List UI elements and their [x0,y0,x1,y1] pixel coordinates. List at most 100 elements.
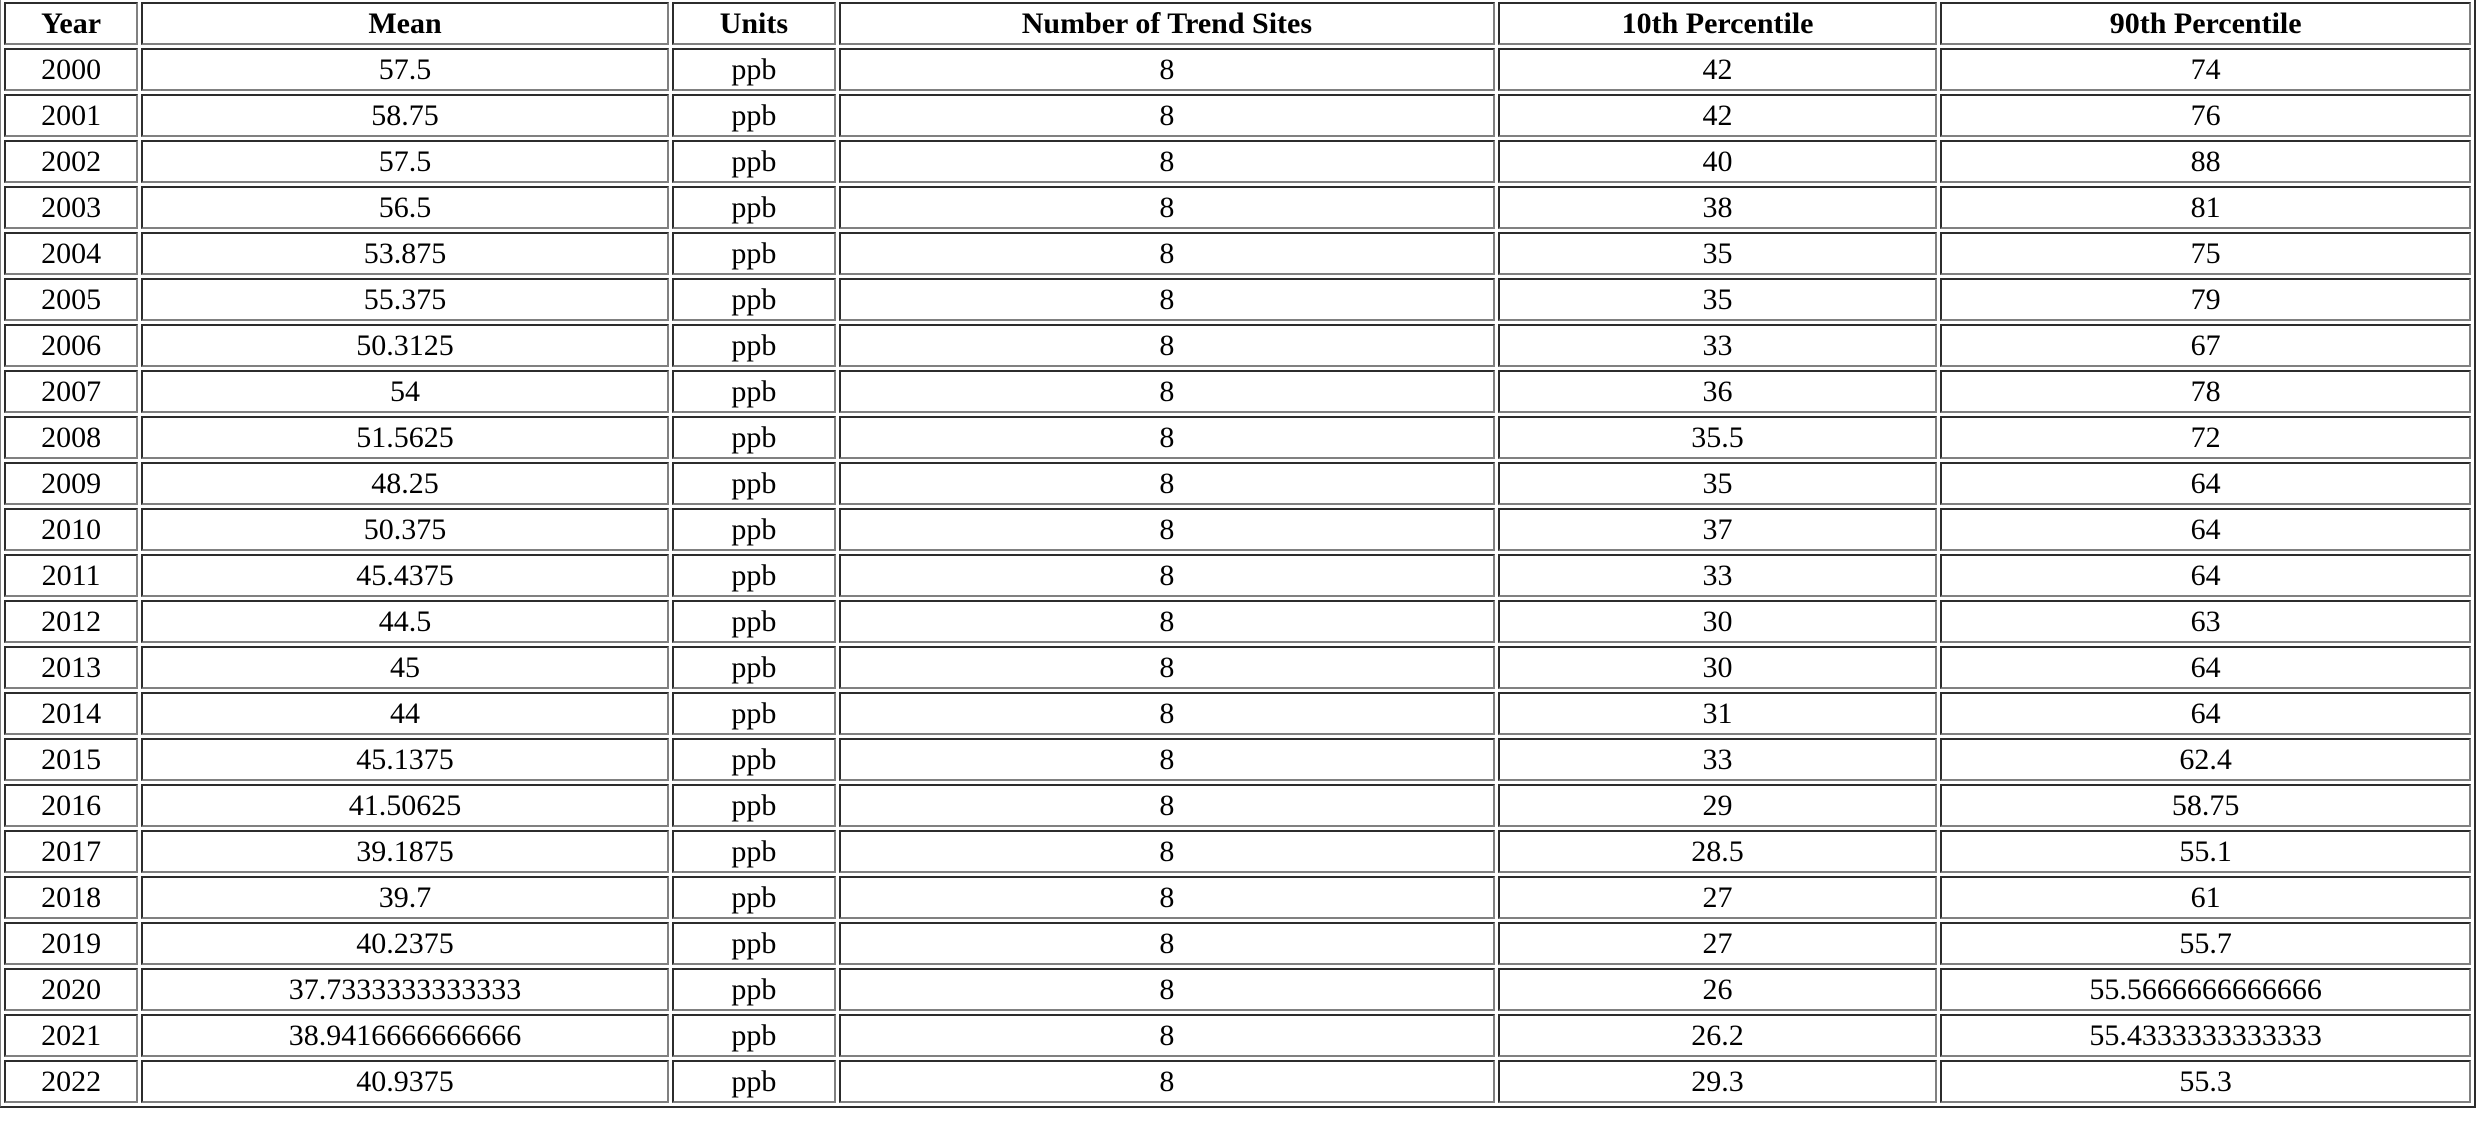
cell-90th-percentile: 63 [1940,600,2471,643]
table-row: 2017 39.1875 ppb 8 28.5 55.1 [4,830,2471,873]
table-row: 2021 38.9416666666666 ppb 8 26.2 55.433333333… [4,1014,2471,1057]
cell-trend-sites: 8 [838,692,1495,735]
table-row: 2011 45.4375 ppb 8 33 64 [4,554,2471,597]
header-number-of-trend-sites: Number of Trend Sites [838,2,1495,45]
cell-units: ppb [671,324,836,367]
cell-trend-sites: 8 [838,416,1495,459]
cell-trend-sites: 8 [838,646,1495,689]
cell-trend-sites: 8 [838,738,1495,781]
cell-year: 2007 [4,370,139,413]
cell-year: 2017 [4,830,139,873]
cell-year: 2012 [4,600,139,643]
cell-90th-percentile: 55.7 [1940,922,2471,965]
cell-year: 2008 [4,416,139,459]
cell-mean: 50.3125 [141,324,669,367]
cell-year: 2006 [4,324,139,367]
header-year: Year [4,2,139,45]
cell-10th-percentile: 35 [1497,462,1938,505]
cell-mean: 57.5 [141,140,669,183]
cell-trend-sites: 8 [838,278,1495,321]
cell-10th-percentile: 30 [1497,646,1938,689]
cell-units: ppb [671,830,836,873]
cell-units: ppb [671,48,836,91]
cell-10th-percentile: 42 [1497,48,1938,91]
cell-10th-percentile: 29.3 [1497,1060,1938,1103]
cell-mean: 41.50625 [141,784,669,827]
cell-year: 2001 [4,94,139,137]
cell-10th-percentile: 26.2 [1497,1014,1938,1057]
cell-mean: 40.2375 [141,922,669,965]
cell-year: 2013 [4,646,139,689]
cell-units: ppb [671,738,836,781]
table-row: 2009 48.25 ppb 8 35 64 [4,462,2471,505]
cell-10th-percentile: 31 [1497,692,1938,735]
cell-90th-percentile: 67 [1940,324,2471,367]
cell-10th-percentile: 35 [1497,278,1938,321]
table-row: 2012 44.5 ppb 8 30 63 [4,600,2471,643]
cell-mean: 37.7333333333333 [141,968,669,1011]
cell-10th-percentile: 28.5 [1497,830,1938,873]
cell-10th-percentile: 36 [1497,370,1938,413]
cell-90th-percentile: 81 [1940,186,2471,229]
table-row: 2019 40.2375 ppb 8 27 55.7 [4,922,2471,965]
cell-10th-percentile: 33 [1497,324,1938,367]
table-row: 2001 58.75 ppb 8 42 76 [4,94,2471,137]
cell-trend-sites: 8 [838,508,1495,551]
cell-trend-sites: 8 [838,370,1495,413]
cell-mean: 58.75 [141,94,669,137]
cell-units: ppb [671,554,836,597]
cell-trend-sites: 8 [838,784,1495,827]
cell-10th-percentile: 27 [1497,922,1938,965]
table-row: 2002 57.5 ppb 8 40 88 [4,140,2471,183]
cell-units: ppb [671,94,836,137]
cell-year: 2020 [4,968,139,1011]
cell-mean: 38.9416666666666 [141,1014,669,1057]
cell-trend-sites: 8 [838,922,1495,965]
table-row: 2000 57.5 ppb 8 42 74 [4,48,2471,91]
cell-90th-percentile: 55.3 [1940,1060,2471,1103]
cell-mean: 56.5 [141,186,669,229]
cell-units: ppb [671,1014,836,1057]
cell-trend-sites: 8 [838,94,1495,137]
cell-year: 2009 [4,462,139,505]
cell-units: ppb [671,922,836,965]
cell-mean: 53.875 [141,232,669,275]
cell-units: ppb [671,462,836,505]
cell-year: 2021 [4,1014,139,1057]
cell-10th-percentile: 27 [1497,876,1938,919]
cell-10th-percentile: 26 [1497,968,1938,1011]
cell-year: 2015 [4,738,139,781]
cell-trend-sites: 8 [838,462,1495,505]
cell-90th-percentile: 55.1 [1940,830,2471,873]
cell-year: 2005 [4,278,139,321]
cell-10th-percentile: 40 [1497,140,1938,183]
cell-trend-sites: 8 [838,232,1495,275]
cell-trend-sites: 8 [838,186,1495,229]
table-row: 2010 50.375 ppb 8 37 64 [4,508,2471,551]
cell-trend-sites: 8 [838,600,1495,643]
cell-mean: 45.1375 [141,738,669,781]
cell-mean: 50.375 [141,508,669,551]
cell-year: 2018 [4,876,139,919]
cell-10th-percentile: 30 [1497,600,1938,643]
cell-trend-sites: 8 [838,554,1495,597]
cell-trend-sites: 8 [838,876,1495,919]
cell-year: 2022 [4,1060,139,1103]
table-body: 2000 57.5 ppb 8 42 74 2001 58.75 ppb 8 42 76 2002 57.… [4,48,2471,1103]
cell-year: 2011 [4,554,139,597]
cell-units: ppb [671,784,836,827]
cell-mean: 39.1875 [141,830,669,873]
cell-90th-percentile: 58.75 [1940,784,2471,827]
cell-90th-percentile: 55.5666666666666 [1940,968,2471,1011]
cell-90th-percentile: 64 [1940,692,2471,735]
table-row: 2016 41.50625 ppb 8 29 58.75 [4,784,2471,827]
cell-year: 2000 [4,48,139,91]
table-row: 2015 45.1375 ppb 8 33 62.4 [4,738,2471,781]
header-90th-percentile: 90th Percentile [1940,2,2471,45]
cell-trend-sites: 8 [838,1014,1495,1057]
table-row: 2007 54 ppb 8 36 78 [4,370,2471,413]
cell-units: ppb [671,416,836,459]
cell-mean: 44 [141,692,669,735]
cell-mean: 45.4375 [141,554,669,597]
